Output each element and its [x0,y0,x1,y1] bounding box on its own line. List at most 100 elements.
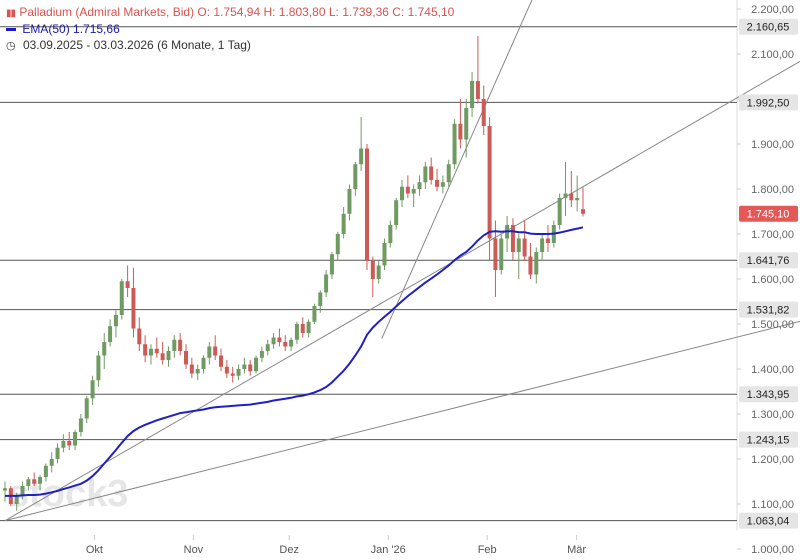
candle [3,481,7,502]
candle-body [166,351,171,360]
candle [540,234,545,261]
candle [67,432,72,450]
candle [388,220,393,248]
y-tick-label: 1.200,00 [751,454,794,466]
candle [78,414,83,437]
candle-body [289,339,294,347]
candle [300,317,305,338]
candle [283,335,288,351]
candle [411,184,416,207]
candle [38,474,43,491]
candle [394,198,399,230]
candle [435,168,440,192]
candle-body [49,459,54,466]
candle-body [540,238,545,252]
candle-body [370,261,375,279]
candle-body [38,477,43,484]
candle-body [475,81,480,99]
current-price-label: 1.745,10 [747,209,790,221]
trend-line[interactable] [381,0,800,339]
candle-body [78,418,83,432]
candle [178,333,183,356]
candle-body [125,281,130,288]
candle [563,162,568,216]
candle [510,218,515,261]
candle [289,337,294,351]
candle-body [353,164,358,189]
candle [557,193,562,230]
candle [429,157,434,185]
candle [43,463,48,482]
candle [318,290,323,313]
candle [224,360,229,378]
candle-body [43,465,48,477]
date-range: 03.09.2025 - 03.03.2026 [22,38,154,52]
candle [481,85,486,135]
candle-body [271,337,276,345]
candle [329,252,334,279]
period-label: (6 Monate, 1 Tag) [157,38,251,52]
candle-body [516,238,521,252]
candle-body [581,209,585,214]
candle-body [446,164,451,183]
candle-body [67,441,72,446]
candle [96,351,101,387]
level-badge [739,252,798,269]
candle [248,360,253,376]
candle [49,452,54,473]
candle [458,99,463,149]
candle-body [569,193,574,201]
candle [452,119,457,169]
candle-body [108,326,113,342]
candle [370,256,375,297]
close-value: C: 1.745,10 [392,5,455,19]
candle [423,162,428,189]
candle-body [236,369,241,376]
candle [201,355,206,374]
chart-header-row-2: EMA(50) 1.715,66 [6,22,120,36]
candle [347,184,352,221]
candle-body [172,339,177,351]
candle-body [283,342,288,347]
x-tick-label: Okt [86,544,103,556]
candle-body [528,256,533,275]
level-label: 1.992,50 [747,97,790,109]
y-tick-label: 1.800,00 [751,184,794,196]
candle-body [306,321,311,333]
candle [207,342,212,365]
candle-body [189,364,194,374]
x-tick-label: Feb [478,544,497,556]
candle-body [499,238,504,270]
y-tick-label: 2.100,00 [751,49,794,61]
candle [236,364,241,381]
line-legend-icon [6,28,16,32]
candle [119,279,124,320]
candle-body [265,344,270,351]
candle [26,477,31,491]
candle [499,234,504,275]
candle [73,429,78,450]
trend-line[interactable] [4,320,800,522]
candle-body [335,234,340,255]
candle [522,220,527,261]
candle-body [84,398,89,419]
candle-body [423,166,428,183]
candle [61,434,66,453]
candle-body [329,254,334,275]
current-price-badge [739,205,798,222]
candle-body [32,479,37,484]
candle-body [545,238,550,243]
level-badge [739,94,798,111]
candle [219,348,224,372]
x-tick-label: Nov [184,544,204,556]
candle-body [341,213,346,234]
candle-body [90,380,95,399]
candle [271,333,276,349]
candle [376,261,381,284]
candle-body [312,306,317,322]
candle-body [522,238,527,257]
candle-body [429,166,434,180]
y-tick-label: 1.100,00 [751,499,794,511]
candle [405,175,410,198]
